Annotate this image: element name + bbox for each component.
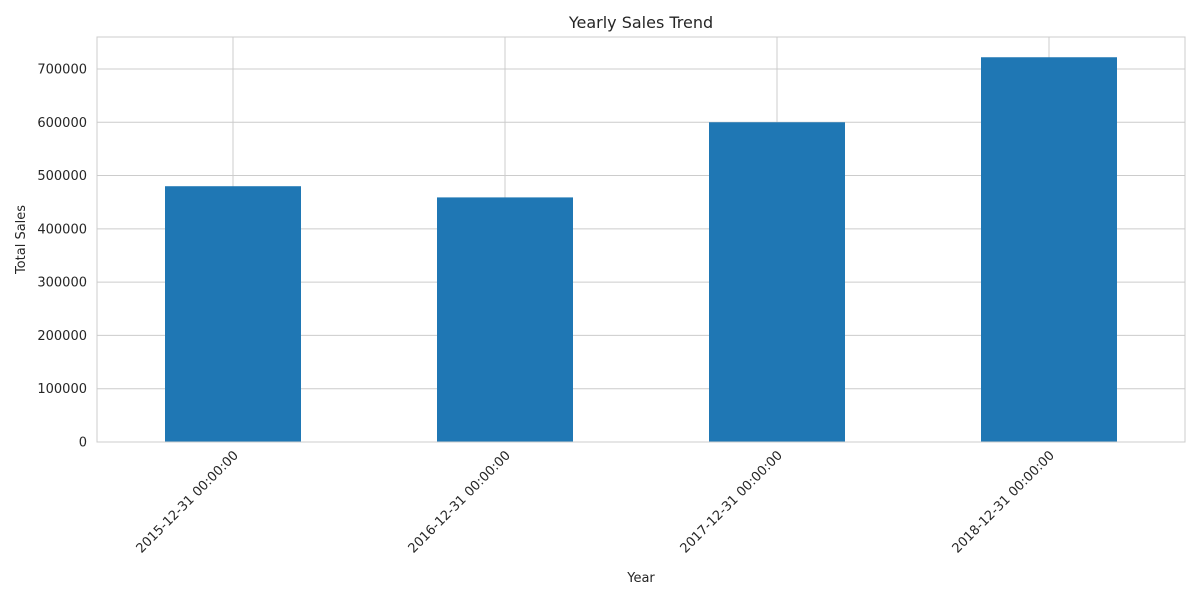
- y-tick-label: 100000: [37, 382, 87, 397]
- bars: [165, 57, 1117, 443]
- chart-title: Yearly Sales Trend: [568, 13, 713, 32]
- x-axis-label: Year: [626, 571, 655, 586]
- y-axis-label: Total Sales: [14, 205, 29, 275]
- y-axis-ticks: 0 100000 200000 300000 400000 500000 600000 700…: [37, 62, 87, 450]
- bar: [709, 122, 845, 443]
- x-tick-label: 2017-12-31 00:00:00: [678, 448, 786, 556]
- y-tick-label: 600000: [37, 116, 87, 131]
- x-tick-label: 2016-12-31 00:00:00: [406, 448, 514, 556]
- bar: [981, 57, 1117, 442]
- x-axis-ticks: 2015-12-31 00:00:00 2016-12-31 00:00:00 20…: [134, 448, 1058, 556]
- y-tick-label: 400000: [37, 222, 87, 237]
- y-tick-label: 500000: [37, 169, 87, 184]
- x-tick-label: 2015-12-31 00:00:00: [134, 448, 242, 556]
- y-tick-label: 300000: [37, 276, 87, 291]
- bar: [437, 197, 573, 442]
- y-tick-label: 700000: [37, 62, 87, 77]
- x-tick-label: 2018-12-31 00:00:00: [950, 448, 1058, 556]
- y-tick-label: 0: [79, 436, 87, 451]
- y-tick-label: 200000: [37, 329, 87, 344]
- bar: [165, 186, 301, 442]
- axes-frame: [96, 36, 1186, 443]
